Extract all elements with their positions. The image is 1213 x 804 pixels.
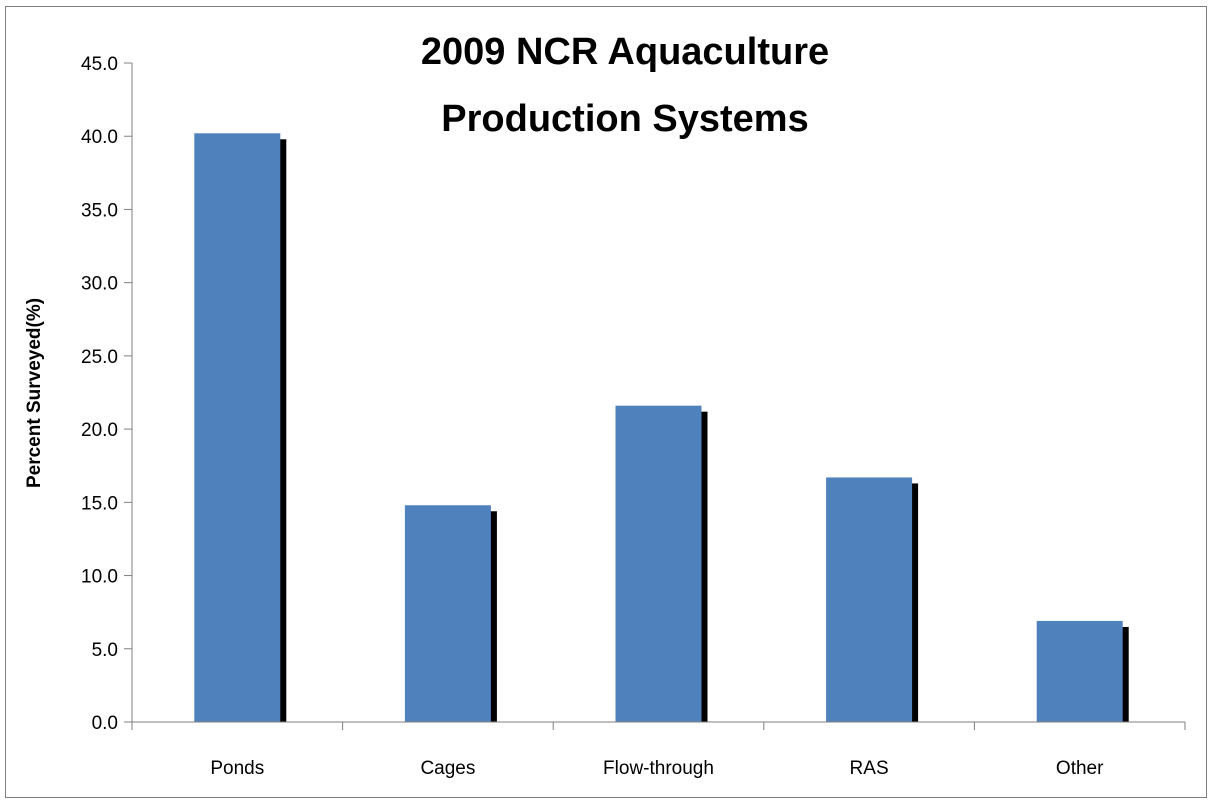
y-tick-label: 40.0 bbox=[81, 127, 118, 148]
x-tick-label-ras: RAS bbox=[850, 758, 889, 779]
bar-flow-through bbox=[615, 405, 702, 722]
y-tick-label: 20.0 bbox=[81, 420, 118, 441]
bar-cages bbox=[404, 505, 491, 722]
chart-title-line-2: Production Systems bbox=[441, 98, 808, 140]
y-tick-label: 30.0 bbox=[81, 274, 118, 295]
bar-ponds bbox=[194, 133, 281, 722]
y-tick-label: 15.0 bbox=[81, 493, 118, 514]
y-tick-label: 0.0 bbox=[92, 713, 118, 734]
x-tick-label-flow-through: Flow-through bbox=[603, 758, 714, 779]
x-tick-label-ponds: Ponds bbox=[210, 758, 264, 779]
y-tick-label: 25.0 bbox=[81, 347, 118, 368]
y-tick-label: 10.0 bbox=[81, 567, 118, 588]
y-tick-label: 5.0 bbox=[92, 640, 118, 661]
y-axis-title: Percent Surveyed(%) bbox=[24, 298, 45, 488]
bar-ras bbox=[826, 477, 913, 722]
x-tick-label-cages: Cages bbox=[420, 758, 475, 779]
y-tick-label: 45.0 bbox=[81, 54, 118, 75]
x-tick-label-other: Other bbox=[1056, 758, 1104, 779]
chart-title-line-1: 2009 NCR Aquaculture bbox=[421, 31, 829, 73]
bar-other bbox=[1036, 620, 1123, 722]
y-tick-label: 35.0 bbox=[81, 200, 118, 221]
